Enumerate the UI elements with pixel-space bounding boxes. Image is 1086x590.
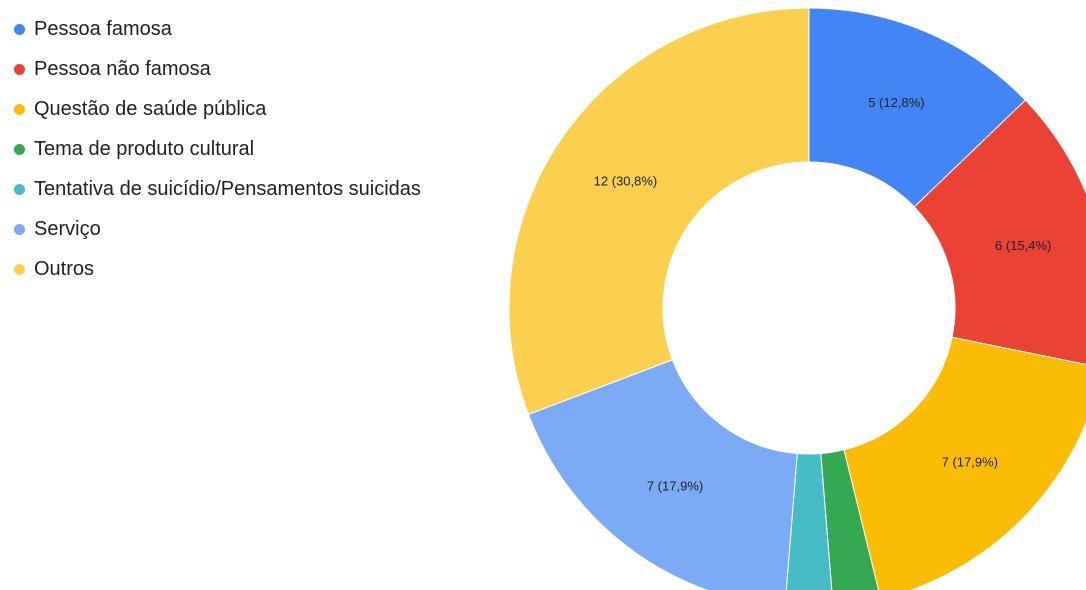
legend-label: Serviço [34,217,101,240]
slice-2 [843,336,1086,590]
legend-marker [14,103,25,115]
slice-label-1: 6 (15,4%) [995,238,1051,253]
slice-label-2: 7 (17,9%) [942,454,998,469]
legend-label: Outros [34,257,95,280]
legend-marker [14,263,25,275]
legend-marker [14,23,25,35]
slice-1 [913,99,1086,366]
legend-label: Tema de produto cultural [34,137,255,160]
legend-item-questao-saude-publica: Questão de saúde pública [14,89,421,129]
slice-label-5: 7 (17,9%) [647,478,703,493]
slice-5 [527,359,798,590]
slice-6 [508,7,810,416]
legend-marker [14,143,25,155]
chart-legend: Pessoa famosa Pessoa não famosa Questão … [14,9,421,289]
legend-item-pessoa-nao-famosa: Pessoa não famosa [14,49,421,89]
legend-marker [14,223,25,235]
slice-0 [808,7,1027,208]
legend-label: Pessoa famosa [34,17,172,40]
legend-item-servico: Serviço [14,209,421,249]
legend-label: Questão de saúde pública [34,97,267,120]
legend-item-tema-produto-cultural: Tema de produto cultural [14,129,421,169]
legend-item-pessoa-famosa: Pessoa famosa [14,9,421,49]
slice-label-6: 12 (30,8%) [594,173,658,188]
legend-marker [14,183,25,195]
legend-item-outros: Outros [14,249,421,289]
legend-item-tentativa-suicidio: Tentativa de suicídio/Pensamentos suicid… [14,169,421,209]
legend-label: Pessoa não famosa [34,57,211,80]
legend-marker [14,63,25,75]
legend-label: Tentativa de suicídio/Pensamentos suicid… [34,177,421,200]
slice-label-0: 5 (12,8%) [868,95,924,110]
